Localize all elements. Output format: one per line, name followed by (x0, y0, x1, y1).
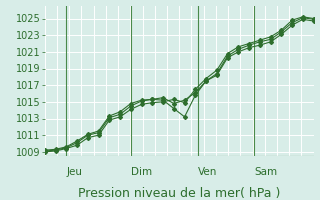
Text: Ven: Ven (198, 167, 217, 177)
Text: Sam: Sam (254, 167, 277, 177)
Text: Dim: Dim (131, 167, 152, 177)
Text: Jeu: Jeu (66, 167, 82, 177)
Text: Pression niveau de la mer( hPa ): Pression niveau de la mer( hPa ) (78, 187, 280, 200)
